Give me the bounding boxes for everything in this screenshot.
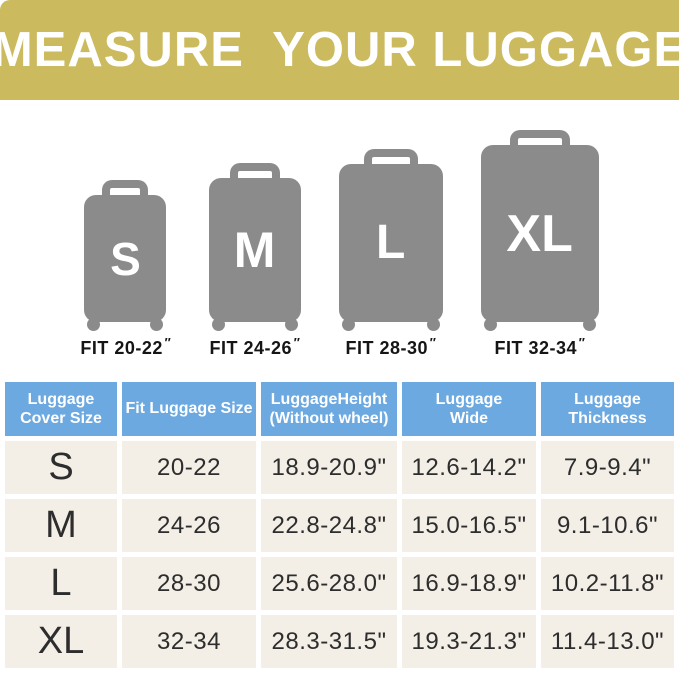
- wheel-icon: [211, 318, 225, 331]
- inch-mark: ″: [293, 335, 300, 350]
- suitcase-body-icon: M: [208, 178, 301, 331]
- title-banner: MEASURE YOUR LUGGAGE: [0, 0, 679, 100]
- fit-range-text: FIT 20-22: [80, 338, 163, 358]
- inch-mark: ″: [163, 335, 171, 350]
- suitcase-handle-icon: [229, 163, 280, 185]
- fit-range-text: FIT 24-26: [209, 338, 293, 358]
- inch-mark: ″: [429, 335, 436, 350]
- page-title: MEASURE YOUR LUGGAGE: [0, 22, 679, 77]
- fit-range-label: FIT 20-22″: [80, 335, 170, 359]
- cell-wide: 15.0-16.5": [402, 499, 536, 552]
- wheel-icon: [582, 318, 596, 331]
- wheel-icon: [150, 318, 164, 331]
- fit-range-label: FIT 32-34″: [494, 335, 584, 359]
- fit-range-text: FIT 28-30: [345, 338, 429, 358]
- col-header-cover-size: Luggage Cover Size: [5, 382, 117, 436]
- table-row: XL 32-34 28.3-31.5" 19.3-21.3" 11.4-13.0…: [5, 615, 674, 668]
- wheel-icon: [284, 318, 298, 331]
- suitcase-body-icon: S: [84, 195, 167, 331]
- fit-range-label: FIT 28-30″: [345, 335, 435, 359]
- cell-height: 28.3-31.5": [261, 615, 397, 668]
- suitcase-handle-icon: [509, 130, 570, 152]
- col-header-thickness: Luggage Thickness: [541, 382, 674, 436]
- cell-size: XL: [5, 615, 117, 668]
- table-row: M 24-26 22.8-24.8" 15.0-16.5" 9.1-10.6": [5, 499, 674, 552]
- col-header-height: LuggageHeight (Without wheel): [261, 382, 397, 436]
- cell-wide: 12.6-14.2": [402, 441, 536, 494]
- cell-wide: 19.3-21.3": [402, 615, 536, 668]
- size-letter: L: [375, 216, 406, 269]
- suitcase-body-icon: L: [338, 164, 443, 331]
- luggage-size-illustrations: S FIT 20-22″ M FIT 24-26″ L FIT 28-30″ X…: [0, 100, 679, 377]
- col-header-wide: Luggage Wide: [402, 382, 536, 436]
- cell-fit: 24-26: [122, 499, 256, 552]
- size-letter: M: [233, 222, 276, 278]
- wheel-icon: [87, 318, 101, 331]
- cell-thickness: 10.2-11.8": [541, 557, 674, 610]
- wheel-icon: [426, 318, 440, 331]
- cell-thickness: 7.9-9.4": [541, 441, 674, 494]
- cell-thickness: 11.4-13.0": [541, 615, 674, 668]
- suitcase-m: M FIT 24-26″: [208, 163, 301, 359]
- inch-mark: ″: [578, 335, 585, 350]
- size-letter: XL: [506, 204, 573, 263]
- cell-thickness: 9.1-10.6": [541, 499, 674, 552]
- suitcase-xl: XL FIT 32-34″: [480, 130, 599, 359]
- table-row: S 20-22 18.9-20.9" 12.6-14.2" 7.9-9.4": [5, 441, 674, 494]
- wheel-icon: [483, 318, 497, 331]
- cell-size: M: [5, 499, 117, 552]
- suitcase-handle-icon: [363, 149, 418, 171]
- col-header-fit-size: Fit Luggage Size: [122, 382, 256, 436]
- cell-fit: 32-34: [122, 615, 256, 668]
- suitcase-l: L FIT 28-30″: [338, 149, 443, 359]
- cell-size: L: [5, 557, 117, 610]
- cell-fit: 20-22: [122, 441, 256, 494]
- size-chart-table: Luggage Cover Size Fit Luggage Size Lugg…: [0, 377, 679, 673]
- table-row: L 28-30 25.6-28.0" 16.9-18.9" 10.2-11.8": [5, 557, 674, 610]
- cell-height: 22.8-24.8": [261, 499, 397, 552]
- size-letter: S: [110, 232, 141, 285]
- cell-fit: 28-30: [122, 557, 256, 610]
- table-header-row: Luggage Cover Size Fit Luggage Size Lugg…: [5, 382, 674, 436]
- fit-range-text: FIT 32-34: [494, 338, 578, 358]
- fit-range-label: FIT 24-26″: [209, 335, 299, 359]
- suitcase-handle-icon: [102, 180, 149, 202]
- suitcase-s: S FIT 20-22″: [80, 180, 170, 359]
- wheel-icon: [341, 318, 355, 331]
- cell-height: 18.9-20.9": [261, 441, 397, 494]
- suitcase-body-icon: XL: [480, 145, 599, 331]
- cell-wide: 16.9-18.9": [402, 557, 536, 610]
- cell-size: S: [5, 441, 117, 494]
- cell-height: 25.6-28.0": [261, 557, 397, 610]
